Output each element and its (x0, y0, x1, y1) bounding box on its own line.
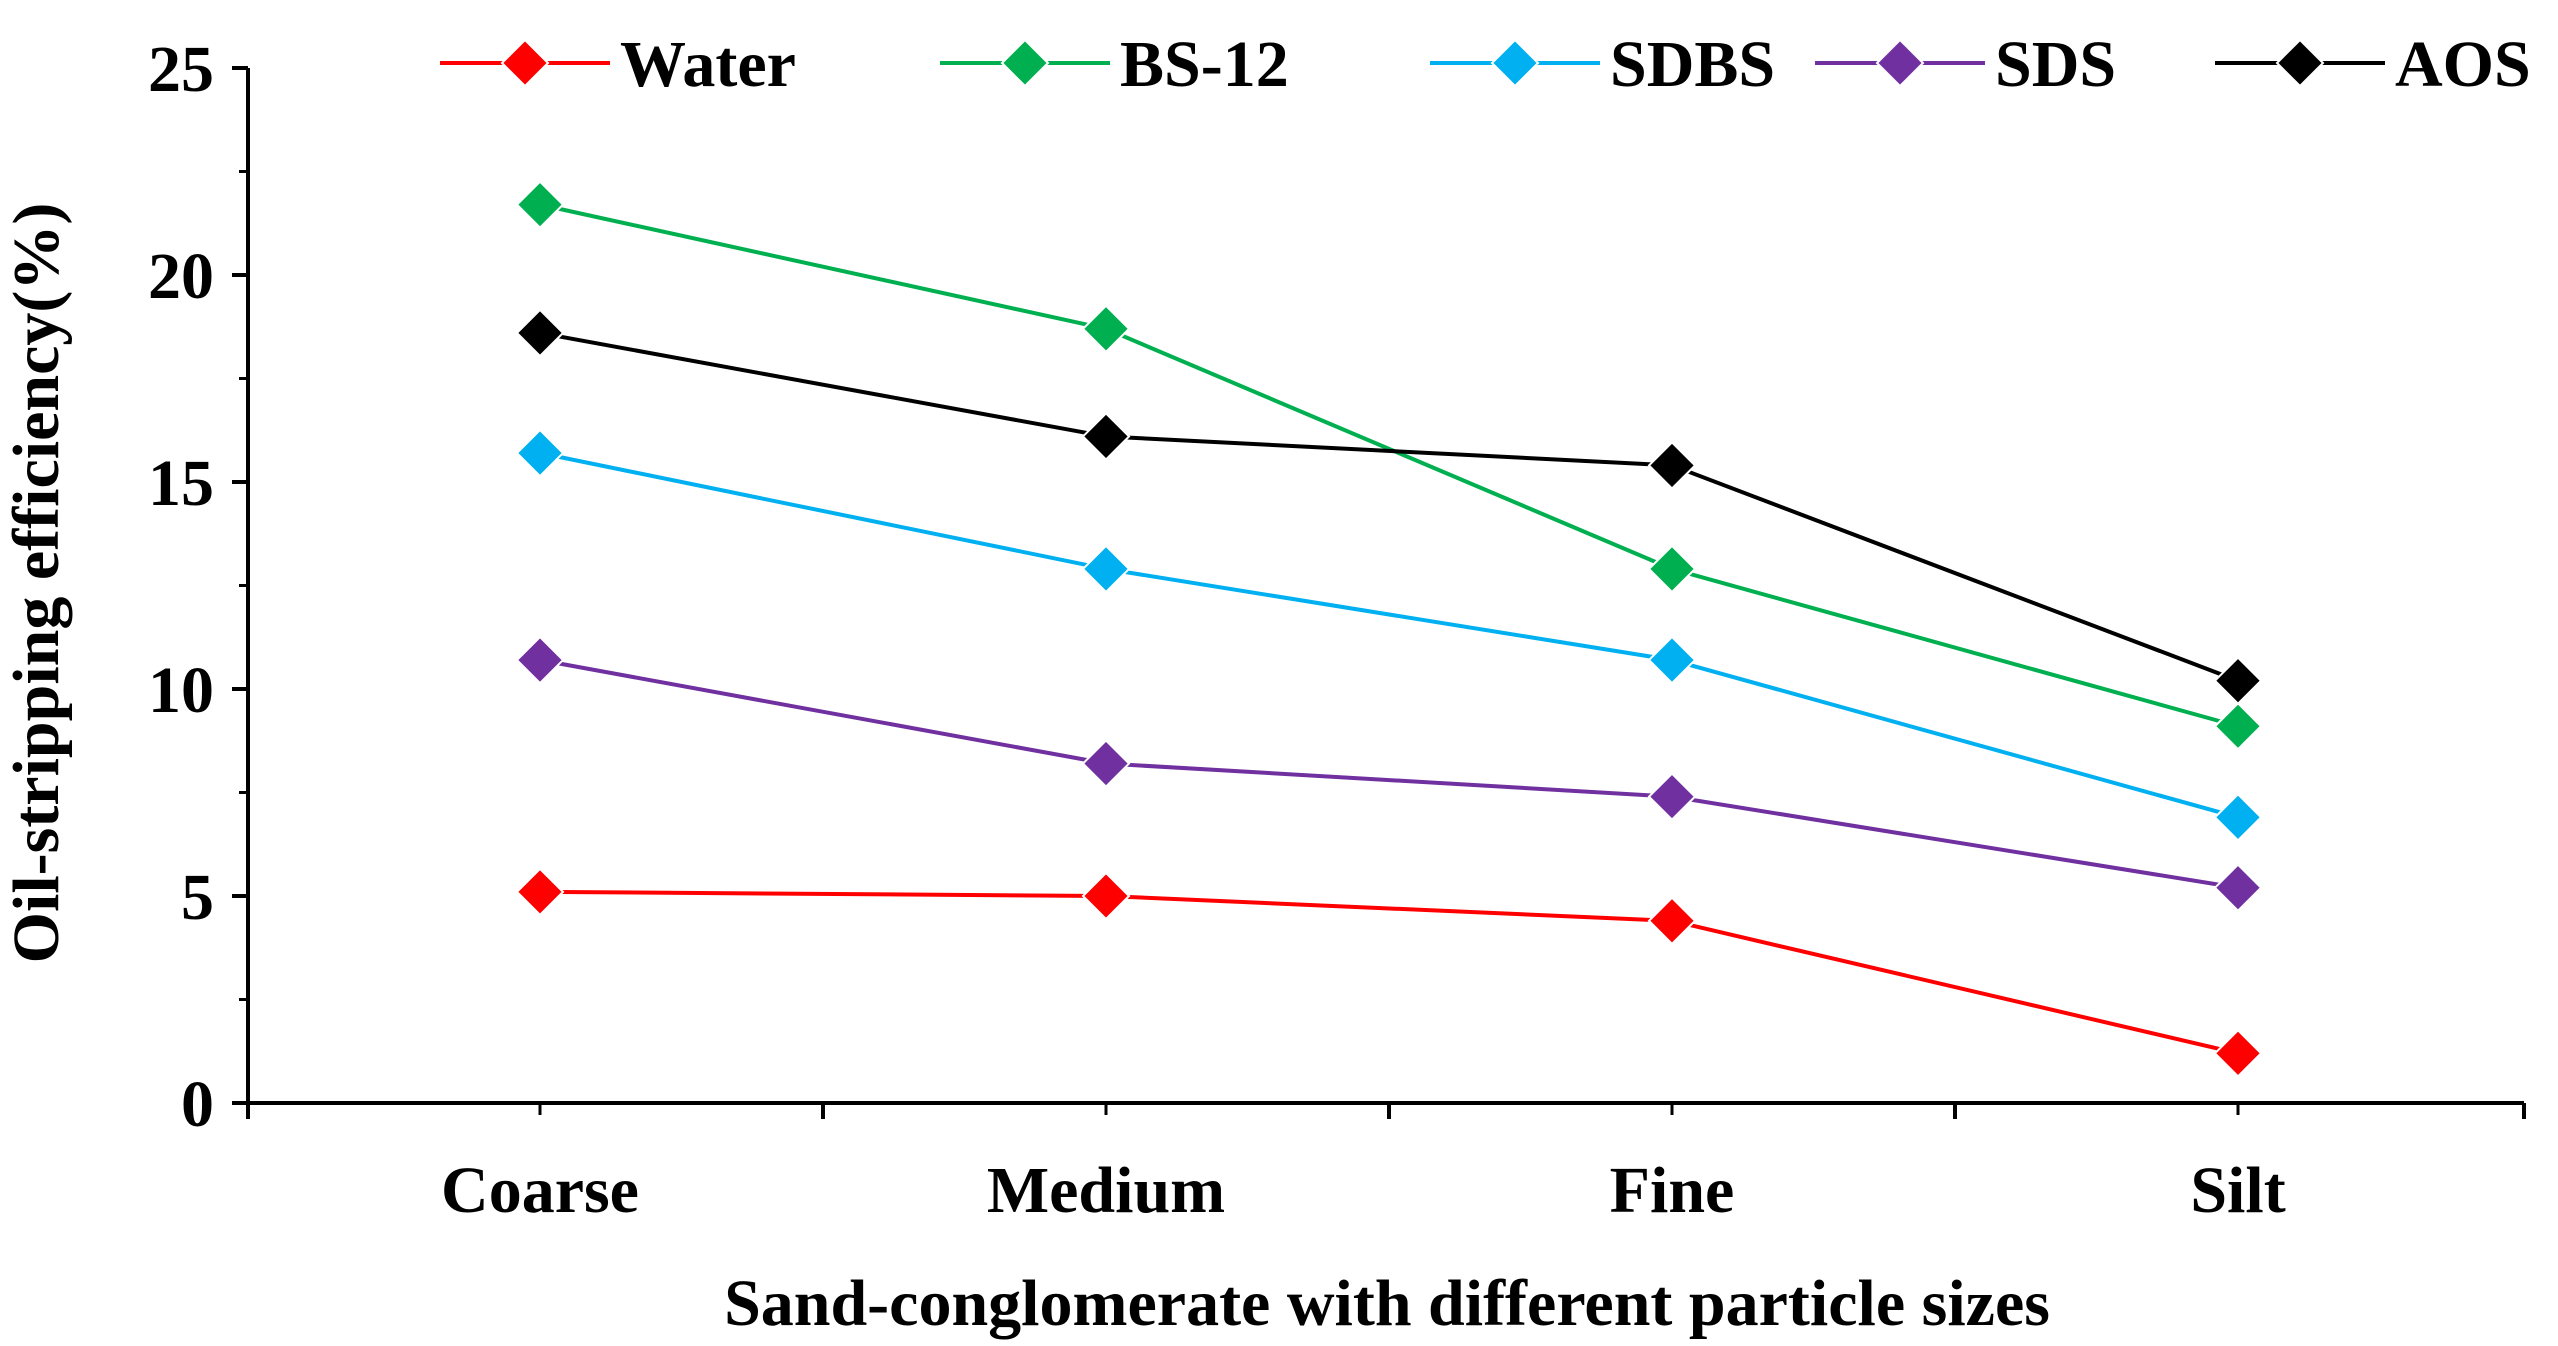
x-tick-label: Medium (987, 1154, 1225, 1227)
x-axis-title: Sand-conglomerate with different particl… (724, 1267, 2050, 1340)
series-bs-12 (515, 180, 2263, 751)
y-axis-title: Oil-stripping efficiency(%) (0, 203, 73, 964)
legend-label-aos: AOS (2395, 28, 2531, 101)
series-sds (515, 635, 2263, 913)
y-tick-label: 15 (148, 447, 214, 520)
data-point-sds (515, 635, 565, 685)
series-line-aos (539, 330, 2239, 683)
data-point-aos (515, 308, 565, 358)
legend-marker-aos (2275, 38, 2325, 88)
data-point-sdbs (1647, 635, 1697, 685)
legend: Water BS-12 SDBS SDS AOS (440, 28, 2531, 101)
data-point-aos (2213, 656, 2263, 706)
axes (246, 68, 2526, 1119)
x-axis-tick-labels: Coarse Medium Fine Silt (441, 1154, 2286, 1227)
legend-label-bs-12: BS-12 (1120, 28, 1289, 101)
y-axis-ticks: 0 5 10 15 20 25 (148, 33, 248, 1141)
series-line-water (539, 889, 2239, 1056)
data-point-water (2213, 1028, 2263, 1078)
x-tick-label: Coarse (441, 1154, 639, 1227)
legend-entry-aos: AOS (2215, 28, 2531, 101)
data-point-water (1081, 871, 1131, 921)
legend-marker-bs-12 (1000, 38, 1050, 88)
series-line-sds (539, 658, 2239, 890)
legend-marker-water (500, 38, 550, 88)
data-point-aos (1081, 412, 1131, 461)
legend-label-sdbs: SDBS (1610, 28, 1775, 101)
data-point-sds (2213, 863, 2263, 913)
x-tick-label: Silt (2190, 1154, 2285, 1227)
y-tick-label: 20 (148, 240, 214, 313)
legend-marker-sdbs (1490, 38, 1540, 88)
series-line-sdbs (539, 451, 2239, 820)
y-tick-label: 25 (148, 33, 214, 106)
y-tick-label: 10 (148, 654, 214, 727)
legend-label-sds: SDS (1995, 28, 2116, 101)
data-point-sdbs (2213, 792, 2263, 842)
legend-entry-sdbs: SDBS (1430, 28, 1775, 101)
data-point-water (1647, 896, 1697, 946)
legend-entry-bs-12: BS-12 (940, 28, 1289, 101)
series-line-bs-12 (539, 202, 2239, 729)
legend-entry-water: Water (440, 28, 796, 101)
series-water (515, 867, 2263, 1078)
data-point-bs-12 (1081, 304, 1131, 354)
legend-marker-sds (1875, 38, 1925, 88)
y-tick-label: 5 (181, 861, 214, 934)
data-point-bs-12 (2213, 701, 2263, 751)
legend-entry-sds: SDS (1815, 28, 2116, 101)
data-point-sdbs (515, 428, 565, 478)
data-point-water (515, 867, 565, 917)
series-aos (515, 308, 2263, 706)
data-point-aos (1647, 441, 1697, 490)
data-point-sds (1081, 739, 1131, 788)
y-tick-label: 0 (181, 1068, 214, 1141)
data-point-sdbs (1081, 544, 1131, 594)
x-tick-label: Fine (1610, 1154, 1735, 1227)
series-sdbs (515, 428, 2263, 842)
data-point-sds (1647, 772, 1697, 822)
legend-label-water: Water (620, 28, 796, 101)
data-point-bs-12 (515, 180, 565, 230)
series-layer (515, 180, 2263, 1078)
data-point-bs-12 (1647, 544, 1697, 594)
